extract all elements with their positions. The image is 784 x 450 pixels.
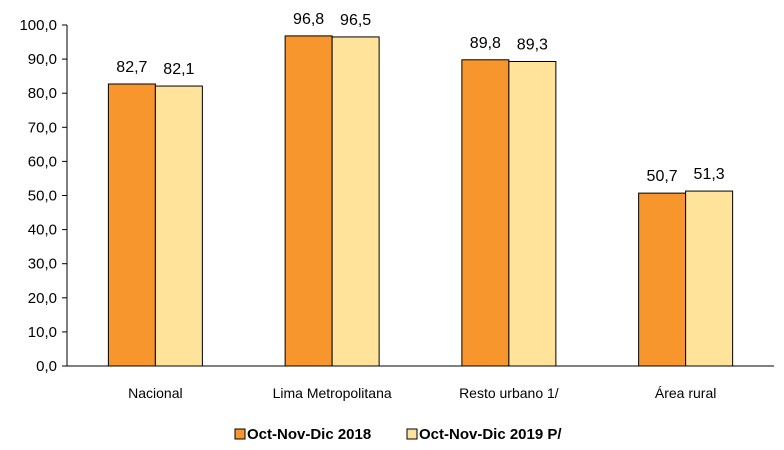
legend-swatch [234,428,246,440]
x-category-label: Resto urbano 1/ [459,385,559,401]
legend-label: Oct-Nov-Dic 2019 P/ [419,426,562,443]
data-label: 96,8 [293,11,324,28]
bars [107,35,734,367]
bar [461,59,510,367]
legend-label: Oct-Nov-Dic 2018 [247,426,371,443]
legend-swatch [406,428,418,440]
x-category-label: Lima Metropolitana [273,385,392,401]
bar [331,36,380,367]
data-label: 51,3 [694,166,725,183]
y-tick-label: 0,0 [36,358,57,375]
data-label: 89,8 [470,35,501,52]
y-tick-label: 60,0 [28,153,57,170]
y-tick-label: 30,0 [28,256,57,273]
y-tick-label: 100,0 [19,17,57,34]
bar [638,192,687,367]
data-labels: 82,7 82,1 96,8 96,5 89,8 89,3 50,7 51,3 [116,11,724,185]
data-label: 82,1 [163,61,194,78]
legend: Oct-Nov-Dic 2018 Oct-Nov-Dic 2019 P/ [234,426,562,443]
y-tick-label: 10,0 [28,324,57,341]
data-label: 96,5 [340,12,371,29]
y-tick-label: 20,0 [28,290,57,307]
data-label: 82,7 [116,59,147,76]
data-label: 89,3 [517,36,548,53]
bar [508,60,557,367]
data-label: 50,7 [647,168,678,185]
x-category-label: Área rural [655,385,716,401]
y-tick-label: 70,0 [28,119,57,136]
y-tick-label: 90,0 [28,51,57,68]
y-tick-label: 80,0 [28,85,57,102]
y-tick-label: 40,0 [28,222,57,239]
bar [284,35,333,367]
x-category-label: Nacional [128,385,182,401]
bar [685,190,734,367]
x-axis-categories: Nacional Lima Metropolitana Resto urbano 1… [128,385,716,401]
y-tick-label: 50,0 [28,188,57,205]
bar [154,85,203,367]
bar [107,83,156,367]
